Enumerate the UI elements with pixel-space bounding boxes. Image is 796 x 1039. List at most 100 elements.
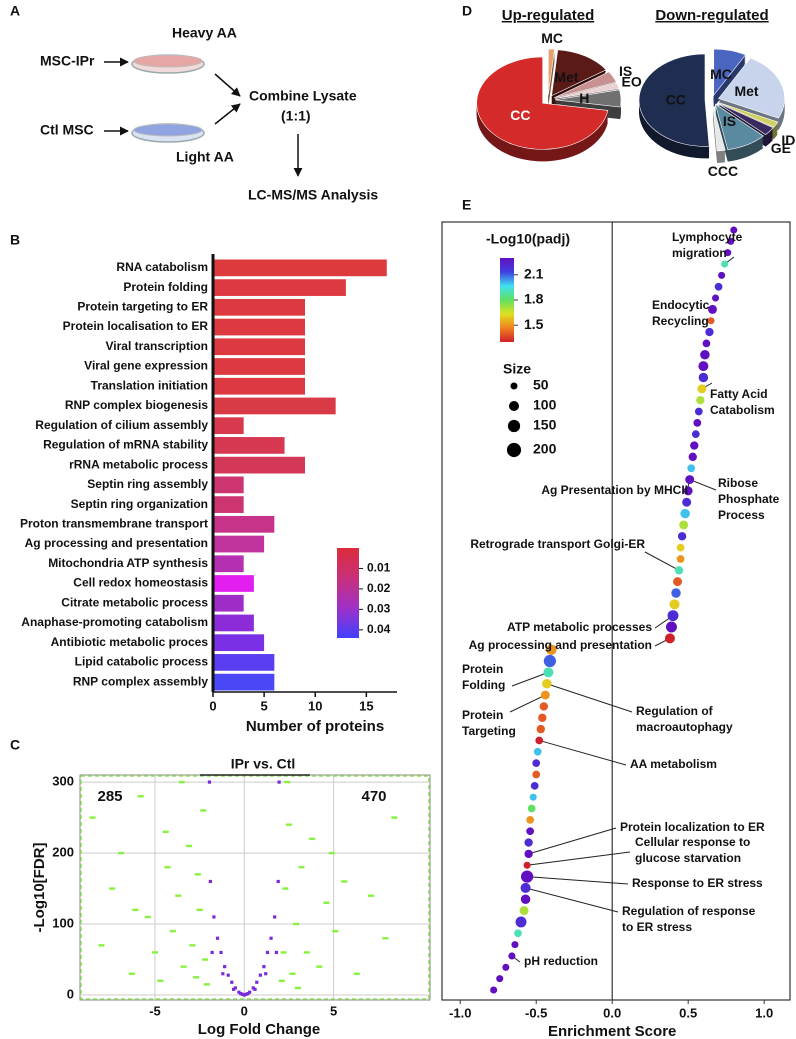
category-label: RNP complex biogenesis: [65, 398, 208, 412]
dish-media: [133, 54, 203, 68]
point: [169, 929, 176, 933]
point: [284, 780, 291, 784]
pie-label: Met: [734, 83, 758, 99]
category-label: Citrate metabolic process: [61, 595, 208, 609]
point: [714, 282, 723, 291]
annotation: Endocytic: [652, 298, 710, 312]
size-key: [510, 382, 518, 390]
pie-slice: [554, 82, 620, 99]
size-label: 50: [533, 377, 549, 393]
bar: [213, 338, 305, 356]
colorbar: [337, 548, 359, 638]
pie-slice: [548, 48, 555, 96]
x-axis-label: Log Fold Change: [198, 1021, 320, 1038]
annotation: Ag processing and presentation: [469, 638, 652, 652]
point: [332, 929, 339, 933]
point: [185, 844, 192, 848]
point: [540, 690, 550, 700]
bar: [213, 634, 265, 652]
annotation: ATP metabolic processes: [507, 620, 652, 634]
category-label: Septin ring organization: [71, 497, 208, 511]
point: [162, 830, 169, 833]
category-label: Cell redox homeostasis: [73, 576, 208, 590]
point: [391, 816, 398, 819]
x-axis-label: Enrichment Score: [548, 1023, 676, 1039]
annotation: Protein: [462, 708, 503, 722]
arrow: [214, 103, 241, 125]
point: [698, 361, 709, 372]
point: [215, 936, 220, 940]
point: [543, 654, 557, 668]
size-label: 200: [533, 441, 557, 457]
point: [490, 986, 498, 994]
annotation: migration: [672, 246, 727, 260]
point: [536, 724, 545, 734]
panel-label: D: [462, 3, 472, 19]
point: [328, 851, 335, 855]
point: [508, 952, 516, 960]
point: [368, 894, 375, 897]
point: [226, 973, 230, 977]
leader-line: [539, 739, 627, 766]
category-label: Septin ring assembly: [87, 477, 208, 491]
pie-slice: [554, 89, 622, 108]
point: [520, 894, 531, 904]
annotation: Ribose: [718, 476, 758, 490]
bar: [213, 456, 305, 474]
point: [690, 441, 699, 450]
point: [700, 350, 710, 360]
point: [524, 838, 533, 847]
category-label: RNP complex assembly: [73, 674, 209, 688]
point: [697, 384, 707, 394]
size-key: [507, 419, 521, 433]
point: [132, 908, 139, 912]
size-key: [506, 442, 522, 458]
category-label: rRNA metabolic process: [69, 457, 208, 471]
point: [202, 958, 208, 961]
x-axis-label: Number of proteins: [246, 718, 384, 735]
point: [532, 759, 541, 768]
bar: [213, 417, 244, 435]
category-label: RNA catabolism: [116, 260, 208, 274]
size-key: [509, 401, 519, 411]
pie-label: CCC: [708, 163, 738, 179]
point: [707, 317, 715, 325]
x-tick-label: 0: [209, 698, 216, 713]
point: [539, 702, 548, 711]
bar: [213, 318, 305, 336]
bar: [213, 358, 305, 375]
annotation: Fatty Acid: [710, 387, 768, 401]
diagram-label: LC-MS/MS Analysis: [248, 187, 378, 203]
diagram-label: MSC-IPr: [40, 53, 95, 69]
pie-label: Met: [554, 69, 578, 85]
bar: [213, 594, 244, 612]
point: [526, 815, 535, 824]
annotation: Protein: [462, 662, 503, 676]
point: [705, 327, 714, 337]
pie-label: MC: [541, 30, 563, 46]
x-tick-label: 15: [359, 698, 373, 713]
dish-media: [133, 123, 203, 137]
point: [533, 747, 542, 756]
y-tick-label: 200: [52, 845, 74, 860]
chart-title: IPr vs. Ctl: [231, 756, 296, 772]
pie-slice: [551, 49, 607, 97]
panel-label: A: [10, 3, 20, 19]
point: [231, 987, 236, 991]
point: [152, 951, 158, 954]
colorbar-tick-label: 0.02: [367, 581, 391, 595]
pie-label: IS: [619, 63, 632, 79]
point: [542, 678, 552, 689]
annotation: Targeting: [462, 724, 516, 738]
point: [144, 915, 151, 919]
bar: [213, 555, 244, 573]
bar: [213, 535, 265, 553]
point: [530, 781, 539, 790]
point: [294, 986, 301, 990]
point: [502, 963, 510, 971]
point: [520, 882, 531, 893]
bar: [213, 614, 254, 632]
point: [109, 887, 116, 890]
diagram-label: Light AA: [176, 149, 234, 165]
diagram-label: Ctl MSC: [40, 122, 94, 138]
